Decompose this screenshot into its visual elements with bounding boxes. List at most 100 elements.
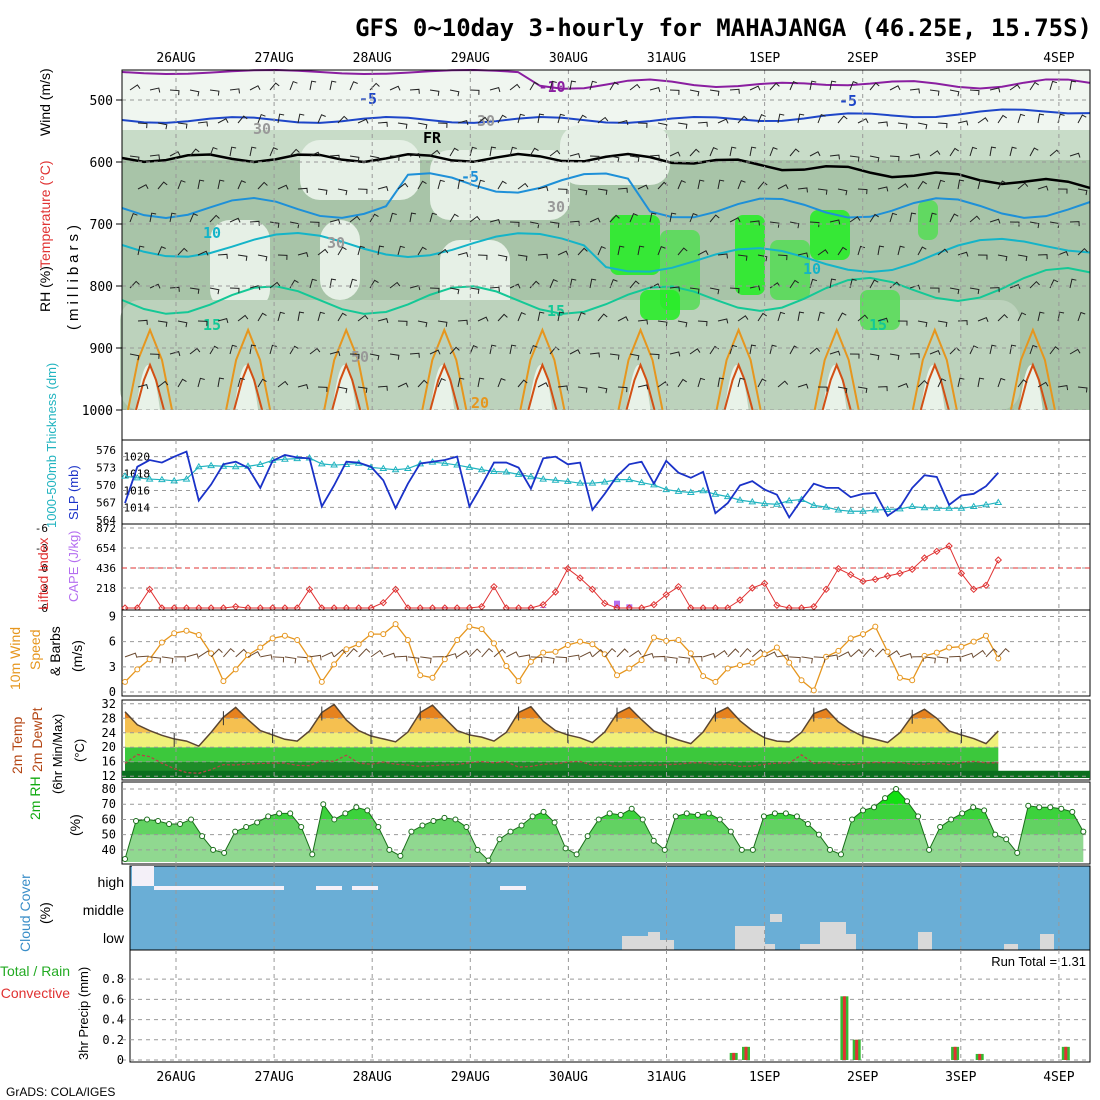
cloud-high-3 <box>352 886 378 890</box>
thickness-point-16 <box>317 459 326 467</box>
upper-barb <box>809 347 821 355</box>
rh-point-61 <box>793 813 800 820</box>
lifted-point-65 <box>920 554 929 562</box>
cloud-low-4 <box>770 914 782 922</box>
wind-speed-point-36 <box>564 642 571 649</box>
contour-20-9 <box>1009 327 1056 411</box>
upper-barb <box>817 386 828 392</box>
contour-25-5 <box>625 362 656 411</box>
upper-barb <box>697 179 705 190</box>
upper-barb <box>377 318 389 324</box>
thickness-point-36 <box>563 477 572 484</box>
wind-barb-55 <box>801 656 813 664</box>
upper-barb <box>389 155 400 161</box>
upper-barb <box>189 287 200 294</box>
upper-barb <box>577 311 586 322</box>
upper-barb <box>349 278 357 289</box>
upper-barb <box>889 212 898 223</box>
lifted-point-36 <box>564 564 572 573</box>
cloud-high-0 <box>132 866 154 886</box>
rh-point-69 <box>882 795 889 802</box>
upper-barb <box>597 386 608 394</box>
wind-barb-65 <box>924 656 936 664</box>
upper-barb <box>917 180 927 190</box>
upper-barb <box>829 350 841 356</box>
wind-speed-point-31 <box>503 663 510 669</box>
lifted-point-43 <box>650 600 658 609</box>
upper-barb <box>797 311 805 322</box>
cape-tick-872: 872 <box>96 522 116 535</box>
lifted-point-69 <box>969 585 978 594</box>
upper-barb <box>1037 185 1049 191</box>
upper-barb <box>737 377 745 388</box>
contour-20-4 <box>519 327 566 411</box>
upper-barb <box>1037 113 1045 124</box>
rh-point-64 <box>826 846 833 853</box>
wind-speed-point-49 <box>724 665 731 672</box>
upper-barb <box>249 85 261 91</box>
wind-barb-52 <box>764 651 778 658</box>
upper-barb <box>337 312 347 322</box>
lifted-point-39 <box>600 599 609 608</box>
upper-barb <box>217 377 225 388</box>
rh-point-80 <box>1003 836 1010 843</box>
upper-barb <box>569 278 577 289</box>
upper-barb <box>817 113 826 124</box>
rh-high-2 <box>735 215 765 295</box>
upper-barb <box>609 278 618 289</box>
contour-label-8: 15 <box>547 302 565 320</box>
upper-barb <box>329 351 341 357</box>
upper-barb <box>137 184 149 190</box>
thickness-point-66 <box>932 504 941 511</box>
cloud-low-3 <box>735 926 765 950</box>
wind-speed-point-21 <box>380 631 387 638</box>
footer-credit: GrADS: COLA/IGES <box>6 1085 115 1099</box>
upper-barb <box>957 120 969 126</box>
upper-barb <box>677 180 686 190</box>
wind-speed-point-20 <box>368 631 374 638</box>
upper-barb <box>337 188 348 196</box>
upper-barb <box>789 81 798 91</box>
top-day-27AUG: 27AUG <box>255 51 294 66</box>
precip-tick-0.8: 0.8 <box>102 972 124 986</box>
rh-point-59 <box>771 810 778 817</box>
rh-high-0 <box>610 215 660 275</box>
upper-barb <box>237 314 249 322</box>
upper-barb <box>297 311 305 322</box>
upper-barb <box>1029 280 1040 289</box>
upper-barb <box>629 353 640 361</box>
lifted-point-64 <box>908 565 916 574</box>
rh-point-39 <box>551 819 558 826</box>
lifted-point-44 <box>662 590 670 599</box>
upper-barb <box>709 287 720 295</box>
upper-barb <box>1069 221 1080 227</box>
upper-barb <box>837 312 847 322</box>
upper-barb <box>929 89 940 96</box>
wind-speed-point-45 <box>675 637 682 643</box>
upper-barb <box>777 311 786 322</box>
contour-20-2 <box>323 327 370 411</box>
thickness-point-58 <box>834 506 843 513</box>
upper-barb <box>817 311 825 322</box>
contour-10 <box>121 232 1091 274</box>
upper-barb <box>297 187 308 193</box>
upper-barb <box>857 188 868 195</box>
upper-barb <box>509 146 517 157</box>
lifted-index-label: Lifted Index <box>35 538 51 610</box>
rh-point-70 <box>893 786 900 793</box>
upper-barb <box>917 379 928 388</box>
rh-point-38 <box>540 808 547 815</box>
upper-barb <box>809 80 817 91</box>
lifted-point-70 <box>982 581 990 590</box>
upper-barb <box>209 345 219 355</box>
upper-barb <box>897 122 908 129</box>
upper-barb <box>417 246 427 256</box>
upper-barb <box>677 320 688 328</box>
wind-barb-2 <box>149 656 162 664</box>
upper-barb <box>829 80 837 91</box>
upper-barb <box>597 313 608 322</box>
upper-barb <box>737 115 748 124</box>
wind-speed-point-54 <box>786 659 793 666</box>
upper-barb <box>637 319 648 325</box>
wind-barb-35 <box>555 656 568 663</box>
